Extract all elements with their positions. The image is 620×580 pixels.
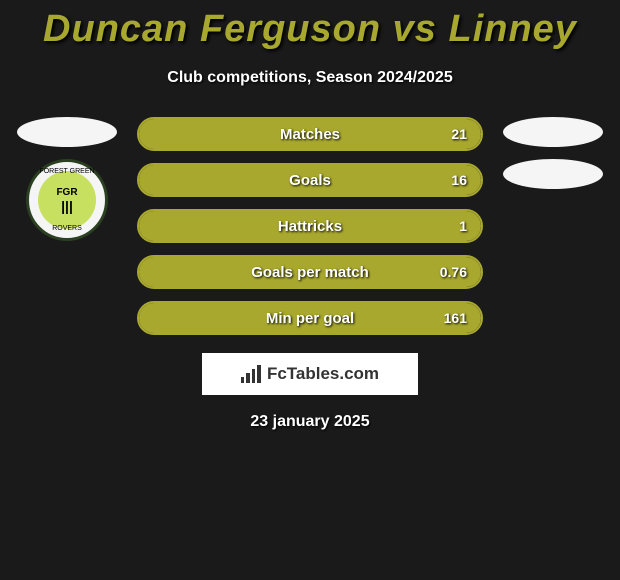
stat-value-right: 161	[444, 310, 467, 326]
left-column: FOREST GREEN FGR ||| ROVERS	[9, 117, 125, 241]
vs-text: vs	[393, 8, 437, 50]
player1-team-badge: FOREST GREEN FGR ||| ROVERS	[26, 159, 108, 241]
right-column	[495, 117, 611, 189]
stat-value-right: 1	[459, 218, 467, 234]
subtitle: Club competitions, Season 2024/2025	[0, 69, 620, 87]
player2-name: Linney	[448, 8, 576, 50]
badge-center-text: FGR	[56, 187, 77, 198]
stats-column: Matches21 Goals16 Hattricks1 Goals per matc…	[137, 117, 483, 335]
date-text: 23 january 2025	[0, 413, 620, 431]
comparison-infographic: Duncan Ferguson vs Linney Club competiti…	[0, 0, 620, 431]
badge-inner: FGR |||	[38, 171, 96, 229]
stat-bar: Goals per match0.76	[137, 255, 483, 289]
stat-bar: Goals16	[137, 163, 483, 197]
player1-avatar-placeholder	[17, 117, 117, 147]
stat-label: Hattricks	[139, 218, 481, 235]
branding-badge[interactable]: FcTables.com	[202, 353, 418, 395]
stat-label: Matches	[139, 126, 481, 143]
stat-bar: Hattricks1	[137, 209, 483, 243]
stat-value-right: 21	[451, 126, 467, 142]
player2-avatar-placeholder	[503, 117, 603, 147]
badge-bottom-text: ROVERS	[52, 225, 82, 232]
player2-team-badge-placeholder	[503, 159, 603, 189]
page-title: Duncan Ferguson vs Linney	[0, 8, 620, 51]
branding-text: FcTables.com	[267, 364, 379, 384]
stat-label: Min per goal	[139, 310, 481, 327]
content-area: FOREST GREEN FGR ||| ROVERS Matches21 Goa…	[0, 117, 620, 335]
stat-bar: Matches21	[137, 117, 483, 151]
stat-bar: Min per goal161	[137, 301, 483, 335]
chart-icon	[241, 365, 261, 383]
stat-label: Goals per match	[139, 264, 481, 281]
badge-top-text: FOREST GREEN	[39, 168, 94, 175]
player1-name: Duncan Ferguson	[43, 8, 381, 50]
stat-label: Goals	[139, 172, 481, 189]
stat-value-right: 0.76	[440, 264, 467, 280]
stat-value-right: 16	[451, 172, 467, 188]
